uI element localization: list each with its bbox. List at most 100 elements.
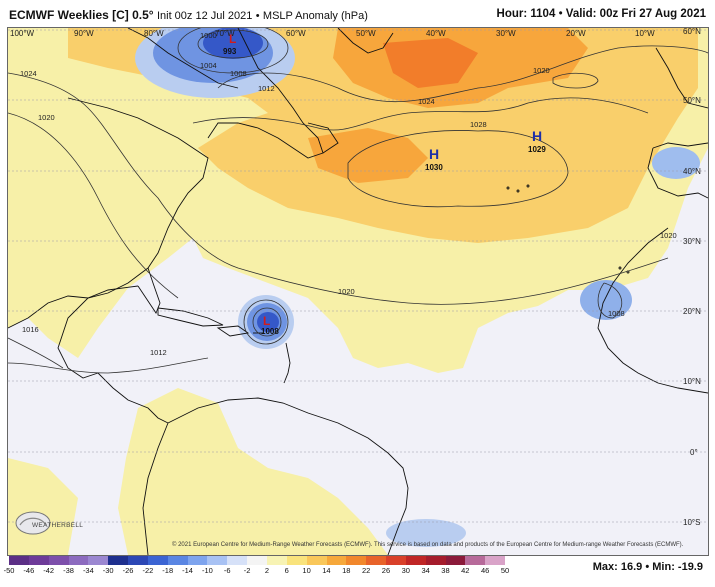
low-marker-2: L	[263, 314, 270, 328]
anomaly-negative-strong-north	[203, 28, 263, 59]
colorbar-ticks: -50 -46 -42 -38 -34 -30 -26 -22 -18 -14 -10 -6 -2 2 6 1…	[4, 566, 510, 578]
colorbar-tick-label: 2	[264, 566, 269, 575]
header-separator: •	[255, 10, 260, 22]
colorbar-tick-label: -26	[122, 566, 134, 575]
logo-text: WEATHERBELL	[32, 522, 84, 529]
weatherbell-logo-icon	[15, 511, 51, 535]
contour-label-1012: 1012	[258, 84, 275, 93]
colorbar-tick-label: -10	[201, 566, 213, 575]
colorbar-tick-label: 14	[322, 566, 331, 575]
colorbar-segment	[326, 556, 347, 565]
lat-label-30n: 30°N	[683, 237, 701, 246]
contour-label-1024-b: 1024	[418, 97, 435, 106]
colorbar-segment	[485, 556, 506, 565]
colorbar-segment	[465, 556, 486, 565]
isobars	[8, 28, 708, 374]
pressure-centers: H 1030 H 1029 L 993 L 1008	[223, 32, 546, 336]
colorbar-segment	[9, 556, 29, 565]
max-min-values: Max: 16.9 • Min: -19.9	[592, 561, 703, 573]
lon-label-10w: 10°W	[635, 29, 655, 38]
graticule	[8, 29, 708, 523]
colorbar-segment	[28, 556, 49, 565]
colorbar-segment	[167, 556, 188, 565]
colorbar	[9, 556, 506, 565]
anomaly-positive-max	[383, 38, 478, 88]
contour-label-1004: 1004	[200, 61, 217, 70]
lon-label-30w: 30°W	[496, 29, 516, 38]
high-value-1: 1030	[425, 163, 443, 172]
anomaly-negative-south	[386, 519, 466, 547]
lat-label-0: 0°	[690, 448, 698, 457]
colorbar-tick-label: 18	[342, 566, 351, 575]
lon-label-90w: 90°W	[74, 29, 94, 38]
colorbar-segment	[425, 556, 446, 565]
contour-labels: 1024 1020 1004 1008 1012 1000 1024 1028 …	[20, 31, 677, 357]
colorbar-tick-label: -18	[162, 566, 174, 575]
lon-label-40w: 40°W	[426, 29, 446, 38]
lat-label-40n: 40°N	[683, 167, 701, 176]
lon-label-70w: 70°W	[215, 29, 235, 38]
colorbar-tick-label: 30	[401, 566, 410, 575]
map-svg: 100°W 90°W 80°W 70°W 60°W 50°W 40°W 30°W…	[8, 28, 708, 555]
colorbar-segment	[108, 556, 129, 565]
copyright-notice: © 2021 European Centre for Medium-Range …	[172, 542, 684, 548]
colorbar-tick-label: 6	[284, 566, 289, 575]
latitude-labels: 60°N 50°N 40°N 30°N 20°N 10°N 0° 10°S	[683, 28, 701, 527]
colorbar-tick-label: 50	[500, 566, 510, 575]
colorbar-segment	[346, 556, 367, 565]
contour-label-1000: 1000	[200, 31, 217, 40]
colorbar-tick-label: 34	[421, 566, 430, 575]
colorbar-segment	[286, 556, 307, 565]
map-title: ECMWF Weeklies [C] 0.5°	[9, 8, 154, 22]
high-value-2: 1029	[528, 145, 546, 154]
colorbar-segment	[247, 556, 267, 565]
contour-label-1020-c: 1020	[338, 287, 355, 296]
colorbar-tick-label: -30	[102, 566, 114, 575]
colorbar-segment	[48, 556, 69, 565]
map-panel: 100°W 90°W 80°W 70°W 60°W 50°W 40°W 30°W…	[7, 27, 709, 556]
lat-label-20n: 20°N	[683, 307, 701, 316]
low-marker-1: L	[229, 32, 236, 46]
anomaly-positive-light-sa	[118, 388, 388, 555]
colorbar-tick-label: -34	[82, 566, 94, 575]
colorbar-segment	[366, 556, 387, 565]
anomaly-positive-strong-2	[308, 128, 428, 183]
colorbar-tick-label: -2	[243, 566, 251, 575]
colorbar-segment	[147, 556, 168, 565]
lon-label-50w: 50°W	[356, 29, 376, 38]
colorbar-segment	[445, 556, 466, 565]
colorbar-tick-label: 26	[381, 566, 391, 575]
lon-label-20w: 20°W	[566, 29, 586, 38]
init-time: Init 00z 12 Jul 2021	[156, 10, 253, 22]
colorbar-segment	[306, 556, 327, 565]
map-header: ECMWF Weeklies [C] 0.5° Init 00z 12 Jul …	[0, 0, 715, 28]
contour-label-1016: 1016	[22, 325, 39, 334]
lat-label-50n: 50°N	[683, 96, 701, 105]
lon-label-80w: 80°W	[144, 29, 164, 38]
contour-label-1012-b: 1012	[150, 348, 167, 357]
contour-label-1008: 1008	[230, 69, 247, 78]
colorbar-segment	[88, 556, 109, 565]
colorbar-segment	[187, 556, 208, 565]
forecast-hour: Hour: 1104	[496, 8, 556, 20]
header-left: ECMWF Weeklies [C] 0.5° Init 00z 12 Jul …	[9, 8, 368, 22]
contour-label-1020-d: 1020	[660, 231, 677, 240]
low-value-1: 993	[223, 47, 237, 56]
colorbar-tick-label: -22	[142, 566, 154, 575]
colorbar-tick-label: -14	[182, 566, 193, 575]
contour-label-1020-b: 1020	[533, 66, 550, 75]
lon-label-100w: 100°W	[10, 29, 35, 38]
colorbar-tick-label: 22	[361, 566, 371, 575]
colorbar-segment	[266, 556, 287, 565]
colorbar-tick-label: 42	[461, 566, 470, 575]
colorbar-segment	[405, 556, 426, 565]
anomaly-negative-west-africa	[580, 280, 632, 320]
colorbar-segment	[128, 556, 148, 565]
contour-label-1028: 1028	[470, 120, 487, 129]
high-marker-1: H	[429, 146, 439, 162]
lat-label-10s: 10°S	[683, 518, 700, 527]
colorbar-tick-label: 38	[441, 566, 450, 575]
longitude-labels: 100°W 90°W 80°W 70°W 60°W 50°W 40°W 30°W…	[10, 29, 655, 38]
colorbar-tick-label: 46	[480, 566, 490, 575]
header-right: Hour: 1104 • Valid: 00z Fri 27 Aug 2021	[497, 8, 706, 20]
